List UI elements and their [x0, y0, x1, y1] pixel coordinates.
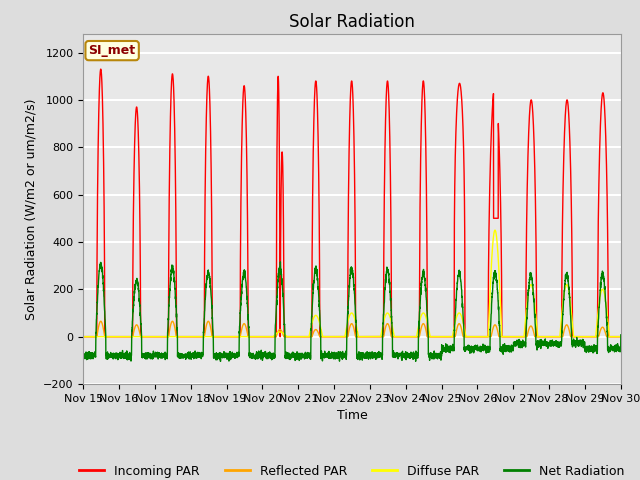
Incoming PAR — [79, 334, 87, 339]
Reflected PAR — [616, 334, 624, 339]
Net Radiation — [276, 259, 284, 265]
X-axis label: Time: Time — [337, 409, 367, 422]
Reflected PAR — [332, 334, 340, 339]
Diffuse PAR — [176, 334, 184, 339]
Incoming PAR — [176, 334, 184, 339]
Reflected PAR — [472, 334, 480, 339]
Net Radiation — [79, 350, 87, 356]
Reflected PAR — [503, 334, 511, 339]
Text: SI_met: SI_met — [88, 44, 136, 57]
Incoming PAR — [503, 334, 511, 339]
Line: Diffuse PAR: Diffuse PAR — [83, 230, 621, 336]
Diffuse PAR — [332, 334, 340, 339]
Net Radiation — [616, 346, 624, 351]
Net Radiation — [443, 347, 451, 353]
Diffuse PAR — [491, 227, 499, 233]
Diffuse PAR — [472, 334, 480, 339]
Net Radiation — [503, 344, 511, 350]
Net Radiation — [176, 352, 184, 358]
Reflected PAR — [79, 334, 87, 339]
Reflected PAR — [443, 334, 451, 339]
Incoming PAR — [472, 334, 480, 339]
Net Radiation — [332, 353, 340, 359]
Reflected PAR — [176, 334, 184, 339]
Diffuse PAR — [617, 334, 625, 339]
Diffuse PAR — [616, 334, 624, 339]
Net Radiation — [217, 359, 225, 364]
Line: Reflected PAR: Reflected PAR — [83, 321, 621, 336]
Incoming PAR — [617, 334, 625, 339]
Diffuse PAR — [443, 334, 451, 339]
Diffuse PAR — [79, 334, 87, 339]
Line: Incoming PAR: Incoming PAR — [83, 69, 621, 336]
Net Radiation — [617, 332, 625, 338]
Title: Solar Radiation: Solar Radiation — [289, 12, 415, 31]
Incoming PAR — [616, 334, 624, 339]
Net Radiation — [473, 346, 481, 352]
Incoming PAR — [443, 334, 451, 339]
Legend: Incoming PAR, Reflected PAR, Diffuse PAR, Net Radiation: Incoming PAR, Reflected PAR, Diffuse PAR… — [74, 460, 630, 480]
Reflected PAR — [617, 334, 625, 339]
Incoming PAR — [332, 334, 340, 339]
Diffuse PAR — [503, 334, 511, 339]
Incoming PAR — [97, 66, 104, 72]
Reflected PAR — [168, 318, 176, 324]
Line: Net Radiation: Net Radiation — [83, 262, 621, 361]
Y-axis label: Solar Radiation (W/m2 or um/m2/s): Solar Radiation (W/m2 or um/m2/s) — [24, 98, 37, 320]
